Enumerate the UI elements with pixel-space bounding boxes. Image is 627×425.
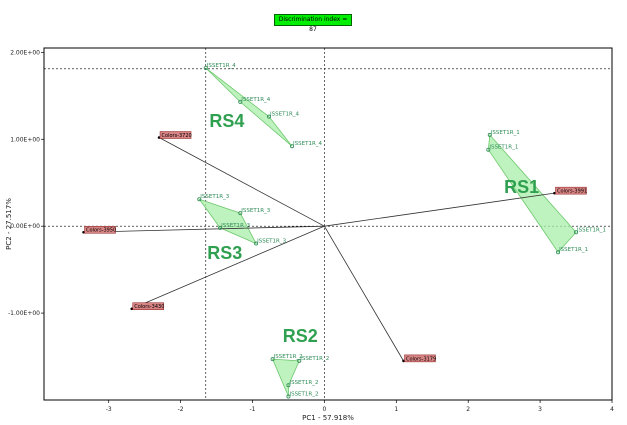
sample-point	[197, 197, 202, 202]
y-tick-label: -1.00E+00	[8, 310, 40, 317]
loading-vector	[158, 137, 325, 227]
discrimination-index-badge: Discrimination index = 87	[274, 14, 352, 33]
variable-endpoint	[157, 136, 161, 139]
loading-vector	[131, 225, 325, 310]
sample-point	[218, 225, 223, 230]
y-axis-label: PC2 - 27.517%	[5, 198, 13, 250]
sample-label: ISSET1R_1	[489, 145, 518, 151]
sample-point	[238, 211, 243, 216]
variable-endpoint	[82, 230, 85, 234]
sample-label: ISSET1R_2	[289, 380, 318, 386]
y-tick-label: 2.00E+00	[10, 49, 40, 56]
sample-point	[487, 132, 492, 137]
sample-label: ISSET1R_3	[221, 223, 251, 229]
sample-label: ISSET1R_4	[241, 97, 271, 103]
sample-label: ISSET1R_1	[559, 247, 588, 253]
plot-frame	[43, 47, 613, 401]
sample-label: ISSET1R_3	[241, 208, 271, 214]
variable-label-box	[404, 354, 436, 363]
group-hull-rs3	[198, 198, 257, 245]
group-hull-rs1	[487, 133, 577, 253]
sample-point	[574, 230, 579, 235]
group-name-rs1: RS1	[504, 177, 539, 197]
x-tick-label: -1	[250, 406, 256, 413]
variable-label-box	[84, 226, 116, 234]
sample-point	[297, 358, 302, 363]
variable-label-box	[132, 302, 164, 310]
x-tick-label: 1	[394, 406, 398, 413]
variable-label-box	[159, 131, 192, 139]
x-axis-label: PC1 - 57.918%	[302, 414, 354, 422]
sample-label: ISSET1R_1	[491, 130, 520, 136]
loading-vector	[83, 225, 325, 233]
sample-point	[238, 99, 243, 104]
variable-label: Colors-3720	[162, 133, 192, 139]
y-tick-label: 0.00E+00	[10, 223, 40, 230]
group-hull-rs2	[272, 358, 300, 397]
sample-point	[556, 250, 561, 255]
variable-label: Colors-3991	[557, 189, 587, 195]
x-tick-label: -3	[106, 406, 112, 413]
sample-label: ISSET1R_1	[577, 227, 606, 233]
sample-label: ISSET1R_2	[274, 354, 303, 360]
x-tick-label: 0	[322, 406, 326, 413]
x-tick-label: 3	[538, 406, 542, 413]
x-tick-label: -2	[178, 406, 184, 413]
group-name-rs3: RS3	[207, 243, 242, 263]
group-hull-rs4	[205, 67, 293, 147]
sample-point	[290, 144, 295, 149]
sample-point	[203, 65, 208, 70]
sample-label: ISSET1R_4	[270, 112, 300, 118]
sample-point	[286, 394, 291, 399]
x-tick-label: 2	[466, 406, 470, 413]
variable-label: Colors-3179	[406, 356, 436, 362]
sample-label: ISSET1R_2	[300, 356, 329, 362]
y-tick-label: 1.00E+00	[10, 136, 40, 143]
variable-endpoint	[553, 191, 556, 195]
variable-endpoint	[130, 307, 134, 311]
variable-endpoint	[402, 359, 405, 363]
sample-label: ISSET1R_4	[207, 63, 237, 69]
loading-vector	[324, 192, 555, 227]
sample-point	[270, 357, 275, 362]
sample-point	[286, 383, 291, 388]
variable-label-box	[555, 186, 587, 195]
loading-vector	[324, 225, 404, 362]
sample-point	[267, 114, 272, 119]
variable-label: Colors-3430	[134, 304, 164, 310]
sample-label: ISSET1R_4	[293, 141, 323, 147]
group-name-rs4: RS4	[209, 111, 244, 131]
variable-label: Colors-3950	[86, 228, 116, 234]
sample-label: ISSET1R_3	[257, 239, 287, 245]
sample-point	[486, 147, 491, 152]
sample-point	[254, 241, 259, 246]
sample-label: ISSET1R_3	[200, 194, 230, 200]
group-name-rs2: RS2	[283, 326, 318, 346]
sample-label: ISSET1R_2	[289, 392, 318, 398]
x-tick-label: 4	[610, 406, 614, 413]
